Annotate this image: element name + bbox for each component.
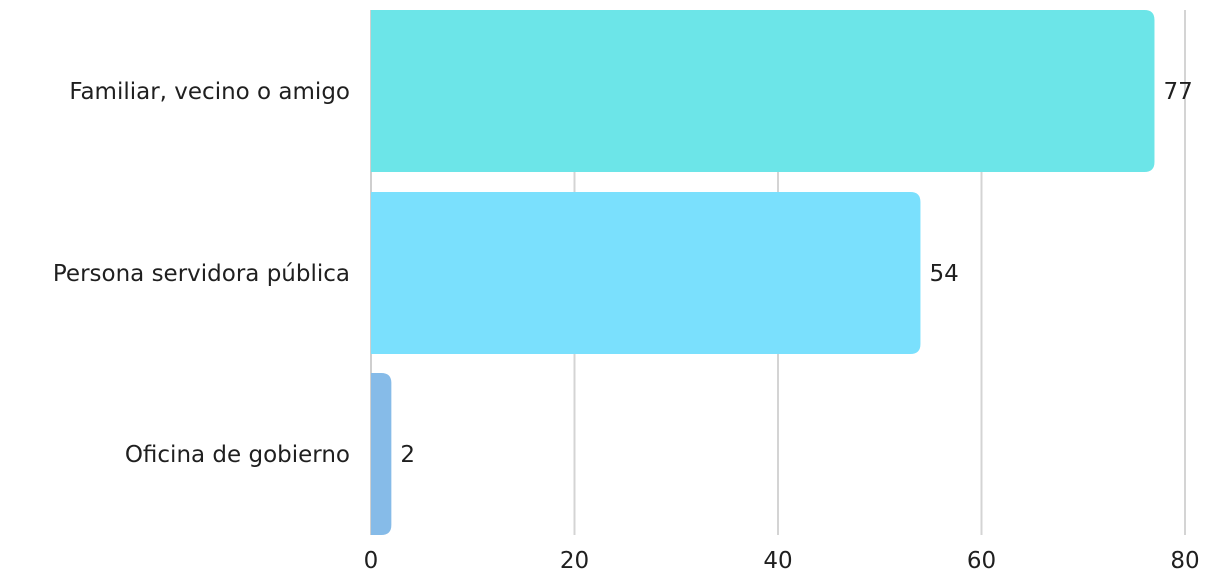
x-tick-label: 60 [967, 548, 996, 574]
category-label: Oficina de gobierno [125, 442, 350, 468]
x-tick-label: 80 [1170, 548, 1199, 574]
bar[interactable] [371, 10, 1155, 172]
bar[interactable] [371, 192, 921, 354]
bars-layer [371, 10, 1155, 535]
data-label: 54 [929, 261, 958, 287]
data-label: 77 [1163, 79, 1192, 105]
x-axis-ticks: 0 20 40 60 80 [364, 548, 1200, 574]
category-label: Persona servidora pública [53, 261, 350, 287]
x-tick-label: 40 [763, 548, 792, 574]
category-label: Familiar, vecino o amigo [69, 79, 350, 105]
labels-layer: Familiar, vecino o amigo 77 Persona servid… [53, 79, 1193, 468]
x-tick-label: 20 [560, 548, 589, 574]
x-tick-label: 0 [364, 548, 379, 574]
bar[interactable] [371, 373, 392, 535]
data-label: 2 [400, 442, 415, 468]
